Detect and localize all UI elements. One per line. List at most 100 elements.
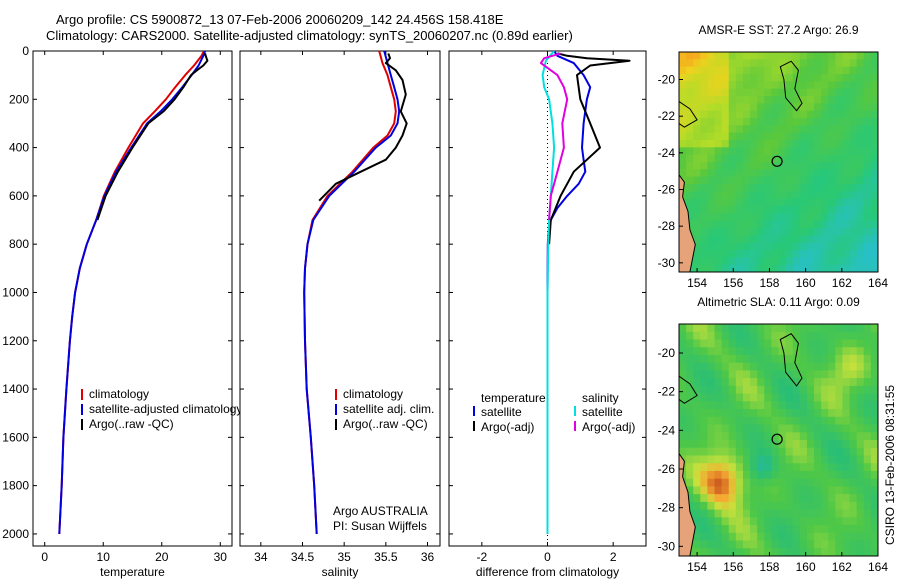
map-cell (700, 447, 709, 457)
map-cell (842, 385, 851, 395)
map-cell (785, 74, 794, 82)
map-cell (700, 169, 709, 178)
map-cell (842, 147, 851, 156)
map-cell (728, 191, 737, 200)
series-line (318, 53, 408, 202)
map-cell (764, 347, 772, 356)
map-cell (856, 548, 865, 556)
y-tick-label: -26 (658, 183, 676, 197)
figure-title: Argo profile: CS 5900872_13 07-Feb-2006 … (56, 12, 504, 27)
map-cell (728, 140, 737, 148)
map-cell (799, 184, 808, 192)
map-cell (835, 206, 844, 214)
map-cell (707, 517, 716, 526)
map-cell (835, 52, 844, 60)
map-cell (849, 250, 858, 258)
map-cell (721, 184, 730, 192)
map-cell (849, 548, 858, 556)
map-cell (700, 494, 709, 503)
map-cell (835, 154, 844, 163)
map-cell (799, 370, 808, 379)
map-cell (835, 110, 844, 119)
map-cell (771, 463, 780, 472)
map-cell (778, 501, 787, 511)
map-cell (764, 354, 772, 364)
map-cell (828, 103, 836, 112)
map-cell (778, 110, 787, 119)
map-cell (806, 228, 815, 236)
map-cell (806, 74, 815, 82)
map-cell (863, 59, 872, 68)
map-cell (835, 257, 844, 266)
map-cell (700, 59, 709, 68)
map-cell (778, 532, 787, 542)
map-cell (870, 378, 878, 387)
map-cell (771, 198, 780, 207)
map-cell (714, 424, 723, 433)
map-cell (814, 74, 822, 82)
map-cell (856, 59, 865, 68)
map-cell (821, 191, 829, 200)
map-cell (764, 362, 772, 371)
map-cell (686, 96, 694, 104)
map-cell (742, 331, 751, 341)
map-cell (778, 378, 787, 387)
map-cell (771, 96, 780, 104)
map-cell (870, 250, 878, 258)
map-cell (700, 257, 709, 266)
map-cell (693, 324, 701, 333)
map-cell (842, 416, 851, 426)
map-cell (778, 264, 787, 272)
map-cell (679, 401, 687, 410)
map-cell (870, 96, 878, 104)
map-cell (814, 409, 822, 418)
map-cell (785, 501, 794, 511)
map-cell (686, 59, 694, 68)
map-cell (785, 81, 794, 90)
map-cell (764, 242, 772, 251)
map-cell (856, 88, 865, 97)
map-cell (728, 66, 737, 75)
map-cell (714, 401, 723, 410)
map-cell (814, 470, 822, 480)
map-cell (835, 242, 844, 251)
map-cell (849, 540, 858, 549)
map-cell (700, 548, 709, 556)
map-cell (806, 154, 815, 163)
map-cell (750, 470, 758, 480)
map-cell (870, 409, 878, 418)
map-cell (721, 257, 730, 266)
map-cell (828, 370, 836, 379)
map-cell (870, 494, 878, 503)
map-cell (842, 339, 851, 348)
map-cell (764, 447, 772, 457)
map-cell (728, 416, 737, 426)
map-cell (721, 424, 730, 433)
map-cell (870, 339, 878, 348)
map-cell (707, 424, 716, 433)
map-cell (764, 125, 772, 134)
map-cell (721, 228, 730, 236)
map-cell (728, 370, 737, 379)
map-cell (728, 347, 737, 356)
map-cell (863, 416, 872, 426)
map-cell (778, 103, 787, 112)
map-cell (856, 362, 865, 371)
map-cell (792, 370, 801, 379)
map-cell (799, 331, 808, 341)
map-cell (771, 378, 780, 387)
map-cell (821, 331, 829, 341)
map-cell (870, 125, 878, 134)
map-cell (828, 440, 836, 449)
map-cell (835, 517, 844, 526)
map-cell (742, 242, 751, 251)
map-cell (686, 470, 694, 480)
map-cell (799, 486, 808, 495)
map-cell (686, 125, 694, 134)
map-cell (764, 455, 772, 464)
map-cell (835, 339, 844, 348)
map-cell (835, 548, 844, 556)
map-cell (842, 66, 851, 75)
map-cell (771, 409, 780, 418)
map-cell (757, 440, 765, 449)
